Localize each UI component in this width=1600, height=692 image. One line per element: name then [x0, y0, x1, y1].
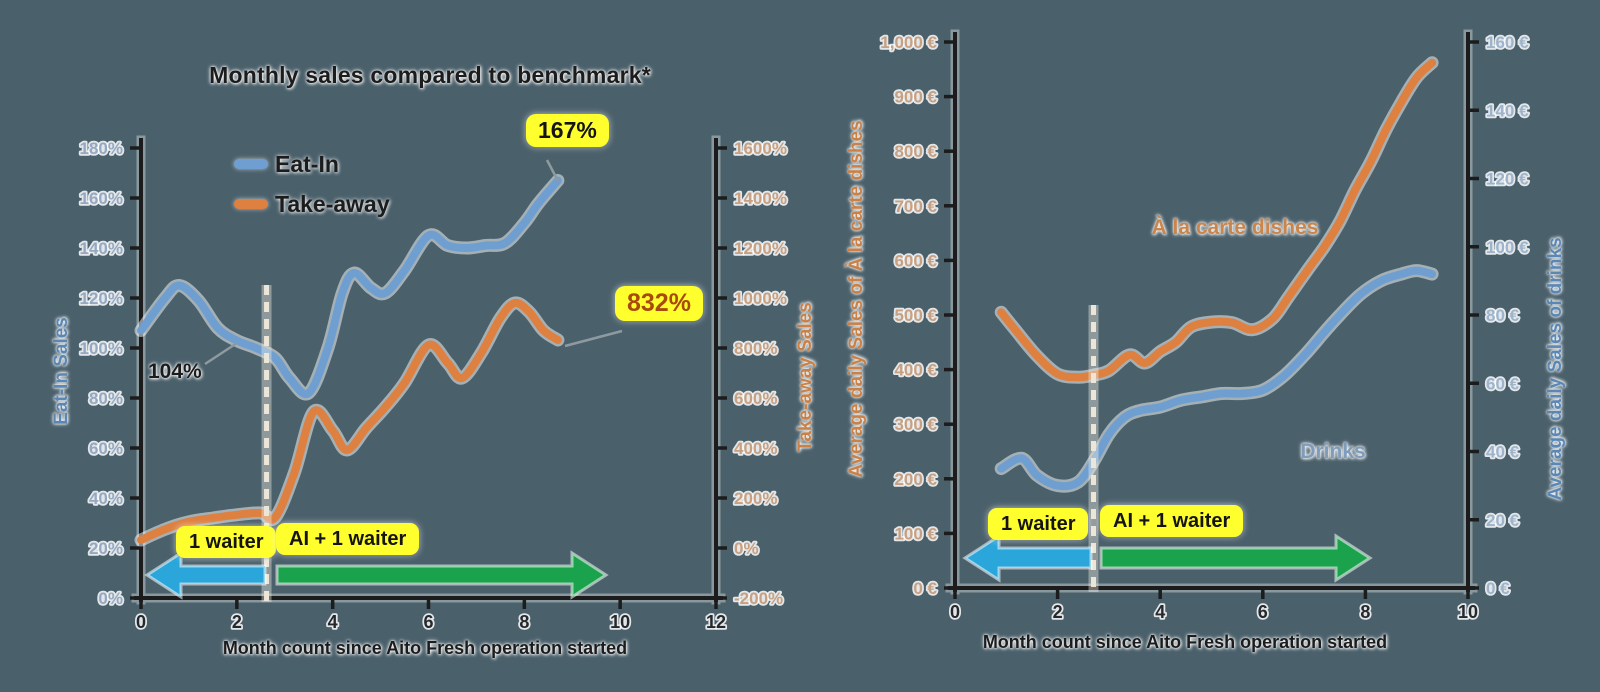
legend-label-take-away: Take-away	[275, 190, 390, 217]
chart-1-x-tick: 8	[1360, 602, 1370, 622]
x-axis-title-right-chart: Month count since Aito Fresh operation s…	[982, 632, 1388, 652]
chart-0-axes: 0%20%40%60%80%100%120%140%160%180%-200%0…	[78, 135, 789, 634]
chart-0-yright-tick: 1200%	[734, 239, 787, 258]
y-axis-title-drinks: Average daily Sales of drinks	[1545, 237, 1566, 501]
chart-0-yright-tick: 400%	[734, 439, 777, 458]
chart-1-series-1-line	[997, 266, 1437, 491]
chart-0-yleft-tick: 160%	[80, 189, 123, 208]
chart-1-yright-tick: 80 €	[1486, 306, 1520, 325]
chart-1-yleft-tick: 900 €	[894, 88, 937, 107]
chart-0-yright-tick: 1600%	[734, 139, 787, 158]
phase-chip-1-waiter-right-chart: 1 waiter	[988, 508, 1089, 540]
y-axis-title-a-la-carte: Average daily Sales of À la carte dishes	[846, 120, 867, 478]
annotation-leader-line	[545, 159, 560, 182]
take-away-swatch-icon	[234, 199, 268, 209]
chart-0-yleft-tick: 100%	[80, 339, 123, 358]
chart-1-phase-arrow-before	[962, 533, 1093, 583]
chart-1-yleft-tick: 600 €	[894, 251, 937, 270]
chart-0-yleft-tick: 140%	[80, 239, 123, 258]
chart-0-yleft-tick: 60%	[89, 439, 123, 458]
chart-0-yright-tick: 0%	[734, 539, 759, 558]
chart-0-x-tick: 8	[519, 612, 529, 632]
chart-1-yleft-tick: 1,000 €	[880, 33, 937, 52]
chart-1-yright-tick: 60 €	[1486, 374, 1520, 393]
legend-label-eat-in: Eat-In	[275, 150, 339, 177]
chart-0-yright-tick: 600%	[734, 389, 777, 408]
chart-1-series-0-line	[997, 58, 1437, 382]
x-axis-title-left-chart: Month count since Aito Fresh operation s…	[222, 638, 628, 658]
chart-1-phase-arrow-after	[1099, 533, 1373, 583]
chart-0: 0%20%40%60%80%100%120%140%160%180%-200%0…	[78, 135, 789, 634]
chart-0-x-tick: 6	[423, 612, 433, 632]
chart-0-x-tick: 2	[232, 612, 242, 632]
chart-0-yleft-tick: 40%	[89, 489, 123, 508]
y-axis-title-eat-in-sales: Eat-In Sales	[51, 317, 72, 425]
chart-1-yleft-tick: 100 €	[894, 524, 937, 543]
phase-chip-ai-1-waiter-left-chart: AI + 1 waiter	[276, 523, 420, 555]
phase-chip-ai-1-waiter-right-chart: AI + 1 waiter	[1100, 505, 1244, 537]
chart-0-x-tick: 0	[136, 612, 146, 632]
chart-0-yleft-tick: 80%	[89, 389, 123, 408]
chart-0-yleft-tick: 120%	[80, 289, 123, 308]
chart-0-phase-arrow-after	[275, 550, 609, 600]
chart-0-yright-tick: 800%	[734, 339, 777, 358]
chart-1-yright-tick: 100 €	[1486, 238, 1529, 257]
chart-1-yright-tick: 160 €	[1486, 33, 1529, 52]
chart-0-yleft-tick: 20%	[89, 539, 123, 558]
chart-0-yright-tick: 1400%	[734, 189, 787, 208]
chart-1-yleft-tick: 500 €	[894, 306, 937, 325]
eat-in-swatch-icon	[234, 159, 268, 169]
chart-0-x-tick: 12	[706, 612, 726, 632]
series-label-a-la-carte-dishes: À la carte dishes	[1151, 216, 1319, 239]
chart-0-yleft-tick: 0%	[98, 589, 123, 608]
chart-0-yright-tick: 200%	[734, 489, 777, 508]
chart-0-series-0-line	[137, 176, 562, 398]
chart-1-x-tick: 2	[1053, 602, 1063, 622]
chart-1-yright-tick: 20 €	[1486, 511, 1520, 530]
legend-item-eat-in: Eat-In	[234, 144, 390, 184]
y-axis-title-take-away-sales: Take-away Sales	[795, 302, 816, 452]
phase-chip-1-waiter-left-chart: 1 waiter	[176, 526, 277, 558]
legend: Eat-In Take-away	[234, 144, 390, 224]
annotation-leader-line	[204, 341, 238, 366]
annotation-832-percent: 832%	[615, 286, 703, 321]
chart-1-yright-tick: 40 €	[1486, 443, 1520, 462]
chart-1-yleft-tick: 800 €	[894, 142, 937, 161]
chart-1-x-tick: 4	[1155, 602, 1165, 622]
series-label-drinks: Drinks	[1300, 440, 1366, 463]
chart-1-yright-tick: 140 €	[1486, 101, 1529, 120]
chart-0-x-tick: 4	[328, 612, 338, 632]
left-chart-title: Monthly sales compared to benchmark*	[209, 62, 651, 88]
chart-1-yleft-tick: 200 €	[894, 470, 937, 489]
chart-1-yleft-tick: 300 €	[894, 415, 937, 434]
annotation-104-percent: 104%	[148, 360, 202, 383]
legend-item-take-away: Take-away	[234, 184, 390, 224]
chart-0-yleft-tick: 180%	[80, 139, 123, 158]
chart-1-yleft-tick: 700 €	[894, 197, 937, 216]
chart-1-yleft-tick: 400 €	[894, 361, 937, 380]
chart-0-phase-arrow-before	[144, 550, 267, 600]
chart-1-x-tick: 0	[950, 602, 960, 622]
chart-1-yleft-tick: 0 €	[913, 579, 937, 598]
chart-1-x-tick: 10	[1458, 602, 1478, 622]
chart-0-yright-tick: -200%	[734, 589, 783, 608]
chart-1: 0 €100 €200 €300 €400 €500 €600 €700 €80…	[879, 29, 1531, 624]
chart-1-yright-tick: 120 €	[1486, 170, 1529, 189]
chart-0-x-tick: 10	[610, 612, 630, 632]
chart-0-yright-tick: 1000%	[734, 289, 787, 308]
chart-1-x-tick: 6	[1258, 602, 1268, 622]
chart-0-series-1-line	[137, 298, 562, 544]
annotation-167-percent: 167%	[526, 114, 609, 147]
annotation-leader-line	[564, 329, 623, 348]
chart-1-axes: 0 €100 €200 €300 €400 €500 €600 €700 €80…	[879, 29, 1531, 624]
chart-1-yright-tick: 0 €	[1486, 579, 1510, 598]
